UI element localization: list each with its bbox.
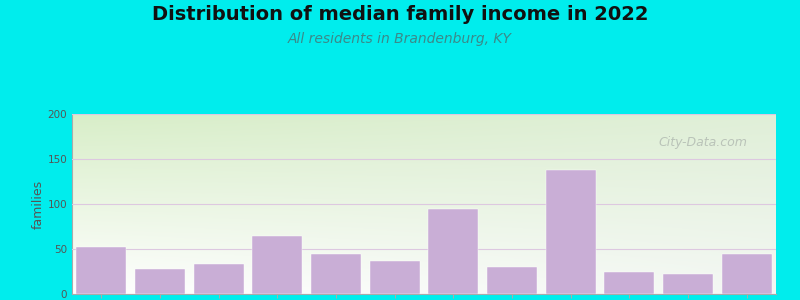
Bar [722, 254, 771, 294]
Bar [194, 264, 243, 294]
Bar [311, 254, 361, 294]
Bar [663, 274, 713, 294]
Bar [77, 247, 126, 294]
Y-axis label: families: families [32, 179, 45, 229]
Bar [487, 267, 537, 294]
Text: All residents in Brandenburg, KY: All residents in Brandenburg, KY [288, 32, 512, 46]
Text: Distribution of median family income in 2022: Distribution of median family income in … [152, 4, 648, 23]
Text: City-Data.com: City-Data.com [659, 136, 748, 148]
Bar [546, 170, 595, 294]
Bar [605, 272, 654, 294]
Bar [370, 261, 419, 294]
Bar [429, 208, 478, 294]
Bar [135, 269, 185, 294]
Bar [253, 236, 302, 294]
